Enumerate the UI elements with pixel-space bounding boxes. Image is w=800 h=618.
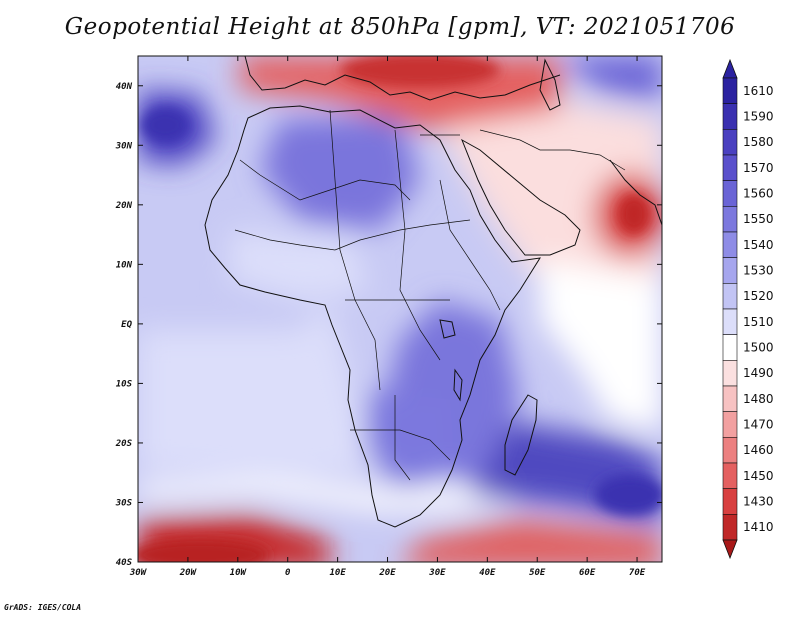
arabia-coastline: [461, 138, 581, 256]
border-sahel: [239, 159, 411, 201]
border-west-africa: [234, 219, 471, 251]
lon-tick-label: 10W: [230, 568, 248, 578]
colorbar-label: 1460: [743, 443, 774, 457]
caspian-coastline: [539, 58, 561, 111]
field-med-core: [340, 56, 500, 88]
country-borders: [234, 109, 626, 481]
colorbar-label: 1560: [743, 187, 774, 201]
colorbar-label: 1540: [743, 238, 774, 252]
colorbar-swatch: [722, 334, 738, 361]
field-west-africa-pale: [230, 230, 370, 300]
colorbar-label: 1550: [743, 212, 774, 226]
colorbar-swatch: [722, 437, 738, 464]
lon-tick-label: 20W: [179, 568, 198, 578]
lake-victoria: [439, 319, 456, 339]
lon-tick-label: 60E: [579, 568, 596, 578]
lon-tick-label: 30E: [428, 568, 446, 578]
border-southern-1: [350, 429, 451, 461]
lon-tick-label: 40E: [479, 568, 496, 578]
colorbar-label: 1590: [743, 110, 774, 124]
field-indian-white: [540, 260, 662, 430]
lat-tick-label: 40S: [116, 558, 133, 568]
colorbar-top-arrow: [722, 58, 738, 79]
field-southwest-core: [138, 539, 270, 562]
colorbar-label: 1480: [743, 392, 774, 406]
lon-axis: 30W 20W 10W 0 10E 20E 30E 40E 50E 60E 70E: [129, 56, 646, 578]
lat-tick-label: 10S: [116, 379, 133, 389]
lon-tick-label: 30W: [129, 568, 148, 578]
lake-malawi: [453, 368, 463, 402]
field-arabian-core: [618, 194, 650, 234]
colorbar-label: 1490: [743, 366, 774, 380]
lat-tick-label: EQ: [121, 320, 132, 330]
colorbar-label: 1470: [743, 418, 774, 432]
colorbar-swatch: [722, 385, 738, 412]
field-sahara-high: [260, 115, 420, 230]
coastlines: [204, 56, 662, 528]
madagascar-coastline: [504, 394, 538, 476]
field-south-africa-high: [365, 390, 455, 490]
lat-tick-label: 30N: [115, 141, 133, 151]
colorbar-swatch: [722, 103, 738, 130]
lat-axis: 40N 30N 20N 10N EQ 10S 20S 30S 40S: [115, 82, 662, 568]
height-field: [138, 56, 662, 562]
lon-tick-label: 70E: [629, 568, 646, 578]
lat-tick-label: 30S: [115, 498, 133, 508]
colorbar-label: 1520: [743, 289, 774, 303]
colorbar-swatch: [722, 514, 738, 541]
colorbar-swatch: [722, 360, 738, 387]
border-mideast: [479, 129, 626, 171]
europe-coastline: [244, 56, 561, 101]
lat-tick-label: 20S: [115, 439, 133, 449]
colorbar-label: 1580: [743, 135, 774, 149]
colorbar-label: 1500: [743, 341, 774, 355]
india-coastline: [609, 159, 662, 226]
colorbar-swatch: [722, 231, 738, 258]
border-central-2: [394, 129, 441, 361]
lat-tick-label: 20N: [115, 201, 133, 211]
grads-credit: GrADS: IGES/COLA: [4, 603, 82, 612]
plot-frame: [137, 55, 663, 563]
colorbar-label: 1530: [743, 264, 774, 278]
map-title: Geopotential Height at 850hPa [gpm], VT:…: [64, 14, 736, 40]
colorbar: 1610 1590 1580 1570 1560 1550 1540 1530 1520 1510…: [722, 58, 774, 560]
lon-tick-label: 20E: [378, 568, 396, 578]
colorbar-label: 1450: [743, 469, 774, 483]
field-atlantic: [138, 300, 380, 480]
colorbar-swatch: [722, 206, 738, 233]
colorbar-swatch: [722, 308, 738, 335]
colorbar-swatch: [722, 283, 738, 310]
colorbar-swatch: [722, 488, 738, 515]
colorbar-swatch: [722, 154, 738, 181]
colorbar-swatch: [722, 257, 738, 284]
border-central-1: [329, 109, 381, 391]
field-south-low-east: [405, 520, 662, 562]
colorbar-bottom-arrow: [722, 539, 738, 560]
colorbar-label: 1410: [743, 520, 774, 534]
border-east: [439, 179, 501, 311]
colorbar-swatch: [722, 77, 738, 104]
field-arabia-white: [430, 100, 662, 320]
colorbar-label: 1430: [743, 495, 774, 509]
colorbar-swatch: [722, 129, 738, 156]
colorbar-label: 1570: [743, 161, 774, 175]
field-indian-core: [595, 475, 662, 515]
lon-tick-label: 50E: [529, 568, 546, 578]
africa-coastline: [204, 105, 541, 528]
field-ne-high: [560, 56, 662, 100]
colorbar-swatch: [722, 180, 738, 207]
colorbar-swatch: [722, 411, 738, 438]
lat-tick-label: 10N: [116, 260, 133, 270]
lon-tick-label: 0: [285, 568, 291, 578]
colorbar-label: 1510: [743, 315, 774, 329]
border-southern-2: [394, 395, 411, 481]
colorbar-swatch: [722, 462, 738, 489]
lat-tick-label: 40N: [116, 82, 133, 92]
colorbar-label: 1610: [743, 84, 774, 98]
lon-tick-label: 10E: [329, 568, 346, 578]
field-azores-core: [141, 107, 189, 143]
